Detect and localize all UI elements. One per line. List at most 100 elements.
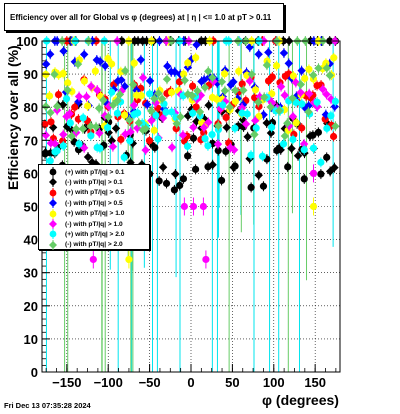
outlier-point [125, 255, 133, 264]
data-point [126, 127, 135, 137]
x-tick-label: 50 [225, 375, 239, 390]
data-point [141, 145, 150, 155]
data-point [208, 160, 217, 169]
data-point [95, 57, 105, 66]
data-point [59, 130, 68, 139]
data-point [279, 140, 288, 148]
legend-marker-icon [49, 177, 57, 188]
timestamp: Fri Dec 13 07:35:28 2024 [4, 401, 91, 410]
data-point [260, 93, 269, 102]
y-tick-label: 10 [24, 332, 38, 347]
data-point [266, 102, 275, 112]
data-point [141, 124, 150, 133]
data-point [219, 101, 227, 109]
data-point [125, 115, 134, 125]
data-point [108, 100, 118, 110]
data-point [252, 124, 260, 132]
data-point [283, 119, 292, 128]
x-tick-label: 100 [263, 375, 285, 390]
data-point [107, 136, 117, 145]
data-point [120, 111, 129, 119]
data-point [262, 60, 272, 70]
data-point [75, 140, 83, 148]
data-point [264, 48, 273, 57]
legend-label: (+) with pT/|q| > 0.5 [65, 189, 125, 197]
outlier-point [189, 202, 198, 211]
data-point [204, 101, 213, 110]
data-point [231, 97, 239, 105]
data-point [117, 135, 125, 144]
data-point [204, 67, 213, 76]
data-point [45, 92, 54, 100]
data-point [152, 111, 160, 120]
data-point [138, 73, 148, 82]
data-point [254, 171, 263, 180]
data-point [50, 70, 59, 79]
data-point [41, 148, 50, 157]
data-point [180, 76, 189, 85]
data-point [288, 112, 298, 121]
data-point [74, 97, 83, 106]
data-point [329, 132, 338, 141]
data-point [247, 183, 255, 192]
data-point [117, 75, 126, 85]
data-point [136, 55, 146, 64]
data-point [128, 139, 138, 148]
data-point [235, 67, 243, 75]
chart-title: Efficiency over all for Global vs φ (deg… [10, 12, 272, 22]
y-tick-label: 60 [24, 166, 38, 181]
data-point [284, 59, 293, 68]
data-point [92, 55, 102, 65]
data-point [216, 104, 225, 113]
data-point [250, 130, 259, 139]
data-point [41, 102, 51, 111]
data-point [279, 48, 289, 58]
data-point [280, 131, 290, 141]
data-point [297, 66, 306, 75]
legend-entry: (-) with pT/|q| > 0.5 [39, 198, 149, 209]
data-point [58, 100, 68, 110]
data-point [154, 89, 163, 98]
data-point [276, 82, 286, 91]
data-point [193, 86, 202, 96]
data-point [254, 98, 263, 107]
legend-label: (-) with pT/|q| > 1.0 [65, 220, 123, 228]
legend-label: (+) with pT/|q| > 2.0 [65, 230, 125, 238]
data-point [162, 179, 171, 188]
data-point [111, 124, 121, 133]
data-point [172, 119, 181, 128]
data-point [83, 152, 93, 162]
data-point [108, 88, 116, 96]
y-tick-label: 90 [24, 67, 38, 82]
data-point [201, 134, 209, 143]
data-point [309, 144, 318, 152]
data-point [247, 151, 255, 159]
data-point [79, 114, 87, 122]
data-point [208, 130, 216, 139]
data-point [213, 139, 223, 149]
data-point [243, 110, 251, 118]
y-tick-label: 30 [24, 266, 38, 281]
data-point [229, 145, 239, 155]
data-point [250, 116, 260, 125]
x-tick-label: −100 [94, 375, 123, 390]
legend-label: (+) with pT/|q| > 0.1 [65, 168, 125, 176]
data-point [300, 175, 308, 183]
data-point [94, 104, 104, 113]
data-point [67, 131, 76, 141]
data-point [184, 152, 192, 160]
data-point [199, 123, 209, 132]
data-point [41, 59, 51, 69]
data-point [115, 90, 125, 99]
data-point [189, 82, 197, 90]
data-point [243, 132, 252, 141]
legend-entry: (+) with pT/|q| > 1.0 [39, 208, 149, 219]
data-point [287, 144, 296, 153]
data-point [71, 103, 79, 111]
data-point [195, 107, 205, 117]
data-point [301, 74, 309, 83]
data-point [300, 146, 308, 154]
data-point [155, 177, 163, 185]
legend-entry: (+) with pT/|q| > 0.1 [39, 167, 149, 177]
